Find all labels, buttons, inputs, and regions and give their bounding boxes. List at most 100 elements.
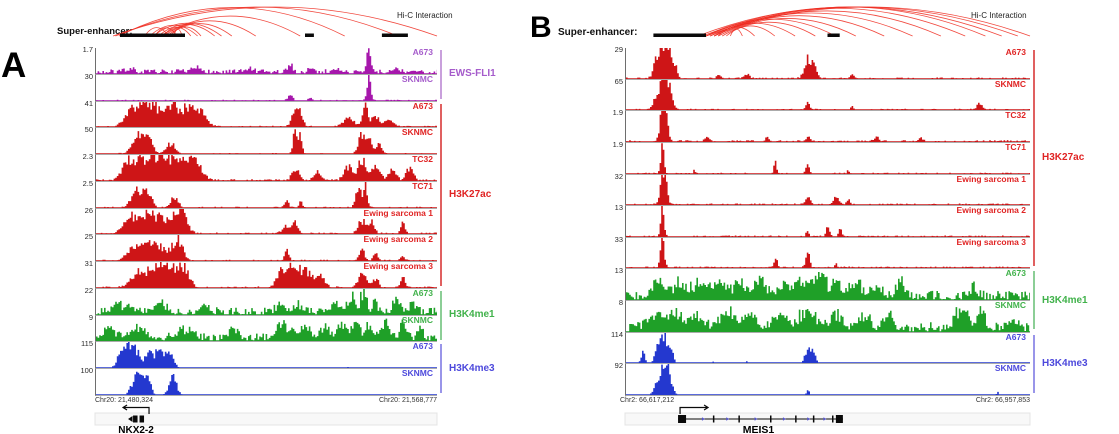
track-row: 2.5 TC71 bbox=[83, 179, 437, 209]
track-row: 13 A673 bbox=[615, 266, 1030, 301]
coordinate-right: Chr2: 66,957,853 bbox=[975, 397, 1030, 404]
track-cell-label: SKNMC bbox=[401, 127, 433, 137]
track-histogram bbox=[96, 48, 437, 74]
track-row: 1.7 A673 bbox=[83, 45, 437, 75]
super-enhancer-bar bbox=[305, 33, 314, 37]
track-ymax-label: 32 bbox=[614, 172, 623, 181]
group-label: EWS-FLI1 bbox=[449, 68, 496, 79]
hic-arc bbox=[713, 22, 796, 37]
panel-b: B Super-enhancer: Hi-C Interaction 29 A67… bbox=[530, 0, 1119, 434]
track-row: 32 Ewing sarcoma 1 bbox=[615, 172, 1030, 206]
track-ymax-label: 65 bbox=[614, 77, 623, 86]
track-ymax-label: 100 bbox=[80, 366, 93, 375]
track-histogram bbox=[96, 262, 437, 288]
hic-interaction-label: Hi-C Interaction bbox=[971, 11, 1027, 20]
super-enhancer-label: Super-enhancer: bbox=[558, 27, 638, 38]
track-row: 25 Ewing sarcoma 2 bbox=[85, 232, 437, 262]
track-ymax-label: 31 bbox=[84, 259, 93, 268]
track-cell-label: Ewing sarcoma 3 bbox=[363, 261, 433, 271]
gene-band bbox=[94, 412, 438, 426]
hic-arc bbox=[705, 7, 966, 37]
track-cell-label: A673 bbox=[412, 288, 433, 298]
track-histogram bbox=[626, 238, 1030, 268]
super-enhancer-label: Super-enhancer: bbox=[57, 26, 133, 37]
track-histogram bbox=[96, 102, 437, 127]
intron-direction-arrow bbox=[726, 417, 730, 421]
track-ymax-label: 22 bbox=[84, 286, 93, 295]
track-histogram bbox=[626, 206, 1030, 237]
track-row: 100 SKNMC bbox=[80, 366, 437, 396]
track-cell-label: Ewing sarcoma 2 bbox=[363, 234, 433, 244]
hic-arc bbox=[163, 20, 256, 37]
track-cell-label: SKNMC bbox=[994, 363, 1026, 373]
track-cell-label: SKNMC bbox=[401, 315, 433, 325]
track-cell-label: Ewing sarcoma 3 bbox=[956, 237, 1026, 247]
track-ymax-label: 41 bbox=[84, 99, 93, 108]
hic-arc bbox=[169, 26, 202, 37]
track-row: 1.9 TC71 bbox=[613, 140, 1030, 175]
track-ymax-label: 1.9 bbox=[612, 140, 623, 149]
track-histogram bbox=[626, 272, 1030, 300]
gene-model: NKX2-2 bbox=[94, 404, 438, 434]
track-row: 22 A673 bbox=[85, 286, 437, 316]
hic-arc bbox=[713, 15, 885, 37]
tracks-area: 29 A673 65 SKNMC 1.9 TC32 1.9 TC71 32 Ewing sarco… bbox=[611, 45, 1030, 396]
track-row: 13 Ewing sarcoma 2 bbox=[615, 203, 1030, 238]
track-ymax-label: 29 bbox=[614, 45, 623, 54]
hic-arc bbox=[159, 15, 301, 37]
track-cell-label: SKNMC bbox=[994, 300, 1026, 310]
tss-arrow bbox=[679, 404, 710, 414]
track-histogram bbox=[96, 235, 437, 261]
group-bracket bbox=[440, 291, 442, 340]
hic-arc bbox=[158, 24, 215, 37]
track-cell-label: A673 bbox=[412, 341, 433, 351]
intron-direction-arrow bbox=[823, 417, 827, 421]
track-row: 41 A673 bbox=[85, 99, 437, 128]
track-ymax-label: 9 bbox=[88, 313, 93, 322]
track-ymax-label: 8 bbox=[618, 298, 623, 307]
track-row: 115 A673 bbox=[81, 339, 437, 369]
track-histogram bbox=[96, 371, 437, 395]
track-row: 29 A673 bbox=[615, 45, 1030, 80]
track-row: 8 SKNMC bbox=[619, 298, 1030, 333]
gene-name: NKX2-2 bbox=[118, 425, 154, 434]
track-cell-label: TC71 bbox=[1005, 142, 1026, 152]
track-row: 2.3 TC32 bbox=[83, 152, 437, 182]
track-histogram bbox=[96, 129, 437, 154]
tss-arrow bbox=[121, 404, 150, 414]
intron-direction-arrow bbox=[701, 417, 705, 421]
hic-arc bbox=[705, 18, 836, 37]
intron-direction-arrow bbox=[807, 417, 811, 421]
hic-arc bbox=[721, 21, 816, 37]
track-histogram bbox=[626, 111, 1030, 142]
coordinate-left: Chr20: 21,480,324 bbox=[95, 397, 153, 404]
group-label: H3K4me1 bbox=[449, 309, 495, 320]
group-bracket bbox=[440, 344, 442, 393]
super-enhancer-bar bbox=[653, 33, 706, 37]
track-histogram bbox=[96, 155, 437, 181]
track-ymax-label: 13 bbox=[614, 266, 623, 275]
track-cell-label: Ewing sarcoma 1 bbox=[956, 174, 1026, 184]
track-ymax-label: 13 bbox=[614, 203, 623, 212]
track-histogram bbox=[626, 48, 1030, 79]
track-ymax-label: 1.9 bbox=[612, 108, 623, 117]
track-cell-label: Ewing sarcoma 1 bbox=[363, 208, 433, 218]
hic-arc bbox=[118, 7, 345, 37]
hic-arc bbox=[152, 22, 222, 37]
track-histogram bbox=[96, 182, 437, 208]
group-label: H3K4me1 bbox=[1042, 295, 1088, 306]
group-label: H3K27ac bbox=[449, 189, 492, 200]
track-ymax-label: 1.7 bbox=[82, 45, 93, 54]
hic-arc bbox=[726, 25, 776, 37]
track-ymax-label: 26 bbox=[84, 206, 93, 215]
track-row: 114 A673 bbox=[611, 330, 1030, 364]
group-bracket bbox=[440, 50, 442, 99]
track-cell-label: SKNMC bbox=[401, 368, 433, 378]
track-ymax-label: 92 bbox=[614, 361, 623, 370]
track-cell-label: A673 bbox=[412, 101, 433, 111]
hic-arcs-and-se-bars bbox=[112, 6, 438, 37]
track-histogram bbox=[96, 75, 437, 101]
track-histogram bbox=[96, 289, 437, 315]
track-histogram bbox=[96, 342, 437, 368]
